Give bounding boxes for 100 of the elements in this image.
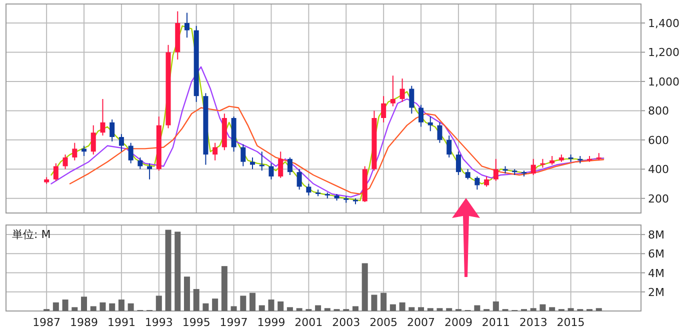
x-tick-label: 2009 bbox=[444, 316, 472, 329]
candlestick bbox=[138, 156, 143, 170]
bar bbox=[184, 276, 190, 311]
line-series bbox=[69, 106, 604, 195]
candlestick bbox=[62, 154, 68, 170]
bar bbox=[278, 301, 284, 311]
candlestick bbox=[250, 156, 256, 170]
candlestick bbox=[437, 122, 442, 144]
y-tick-label: 200 bbox=[648, 192, 669, 206]
x-tick-label: 2005 bbox=[370, 316, 398, 329]
bar bbox=[128, 303, 134, 311]
candlestick bbox=[428, 116, 433, 132]
bar bbox=[540, 304, 546, 311]
bar bbox=[352, 306, 358, 311]
candlestick bbox=[296, 168, 302, 190]
x-tick-label: 2013 bbox=[519, 316, 548, 329]
bar bbox=[436, 308, 443, 311]
bar bbox=[324, 308, 330, 311]
bar bbox=[296, 308, 302, 311]
candlestick bbox=[456, 151, 461, 176]
bar bbox=[268, 300, 274, 311]
x-tick-label: 2001 bbox=[294, 316, 323, 329]
x-tick-label: 2011 bbox=[482, 316, 510, 329]
bar bbox=[202, 303, 209, 311]
annotation: 単位: M bbox=[12, 228, 51, 241]
candlestick bbox=[184, 12, 190, 38]
bar bbox=[399, 302, 406, 311]
y-tick-label: 2M bbox=[648, 286, 664, 299]
bar bbox=[596, 308, 602, 311]
bar bbox=[174, 232, 181, 311]
y-tick-label: 6M bbox=[648, 248, 664, 261]
candlestick bbox=[268, 162, 274, 180]
x-tick-label: 1993 bbox=[144, 316, 173, 329]
bar bbox=[315, 305, 322, 311]
candlestick bbox=[390, 75, 396, 107]
bar bbox=[568, 308, 574, 311]
x-tick-label: 1997 bbox=[220, 316, 248, 329]
candlestick bbox=[90, 124, 96, 156]
x-tick-label: 1989 bbox=[70, 316, 98, 329]
candlestick bbox=[100, 98, 106, 136]
y-tick-label: 400 bbox=[648, 163, 669, 176]
candlestick bbox=[72, 142, 78, 161]
x-tick-label: 1987 bbox=[32, 316, 61, 329]
candlestick bbox=[474, 176, 480, 190]
bar bbox=[81, 296, 88, 311]
bar bbox=[408, 307, 415, 311]
bar bbox=[193, 289, 200, 311]
y-tick-label: 1,000 bbox=[648, 75, 680, 88]
y-tick-label: 1,200 bbox=[648, 46, 680, 60]
bar bbox=[530, 308, 536, 311]
candlestick bbox=[147, 162, 152, 180]
x-tick-label: 1995 bbox=[182, 316, 210, 329]
candlestick bbox=[484, 176, 490, 188]
bar bbox=[427, 308, 434, 311]
candlestick bbox=[82, 145, 87, 156]
candlestick bbox=[287, 156, 292, 176]
candlestick bbox=[400, 78, 405, 102]
line-series bbox=[50, 66, 604, 198]
candlestick bbox=[418, 104, 424, 128]
bar bbox=[492, 301, 499, 311]
y-tick-label: 800 bbox=[648, 104, 669, 118]
bar bbox=[446, 308, 452, 311]
x-tick-label: 2003 bbox=[332, 316, 360, 329]
candlestick bbox=[493, 158, 498, 182]
bar bbox=[371, 294, 378, 311]
bar bbox=[165, 230, 172, 311]
bar bbox=[221, 266, 228, 311]
candlestick bbox=[409, 85, 414, 114]
y-tick-label: 1,400 bbox=[648, 17, 680, 30]
candlestick bbox=[53, 162, 58, 182]
x-tick-label: 1999 bbox=[257, 316, 286, 329]
x-tick-label: 2015 bbox=[556, 316, 585, 329]
candlestick bbox=[306, 183, 312, 196]
bar bbox=[156, 296, 162, 311]
candlestick bbox=[278, 151, 284, 178]
candlestick bbox=[381, 96, 386, 123]
bar bbox=[90, 306, 96, 311]
bar bbox=[109, 303, 116, 311]
bar bbox=[390, 304, 396, 311]
bar bbox=[52, 302, 59, 311]
y-tick-label: 8M bbox=[648, 228, 664, 242]
candlestick bbox=[530, 158, 536, 176]
candlestick bbox=[240, 144, 246, 167]
bar bbox=[212, 298, 218, 311]
bar bbox=[549, 307, 556, 311]
bar bbox=[62, 300, 68, 311]
bar bbox=[362, 263, 368, 311]
candlestick bbox=[128, 142, 134, 164]
candlestick bbox=[446, 135, 452, 158]
bar bbox=[100, 302, 106, 311]
x-tick-label: 1991 bbox=[107, 316, 136, 329]
candlestick bbox=[212, 142, 218, 161]
bar bbox=[258, 305, 265, 311]
candlestick bbox=[110, 118, 115, 142]
bar bbox=[380, 292, 387, 311]
candlestick bbox=[118, 134, 124, 152]
bar bbox=[118, 300, 124, 311]
bar bbox=[286, 307, 293, 311]
candlestick bbox=[465, 168, 470, 180]
x-tick-label: 2007 bbox=[407, 316, 436, 329]
